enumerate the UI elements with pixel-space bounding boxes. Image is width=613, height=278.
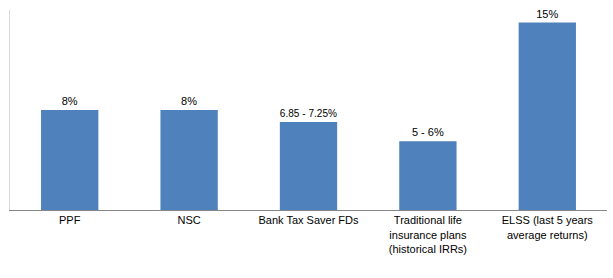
svg-text:Traditional lifeinsurance plan: Traditional lifeinsurance plans(historic… [389,214,467,255]
svg-text:Bank Tax Saver FDs: Bank Tax Saver FDs [258,214,359,226]
svg-text:5 - 6%: 5 - 6% [412,126,444,138]
svg-text:6.85 - 7.25%: 6.85 - 7.25% [280,108,337,119]
svg-text:15%: 15% [536,8,558,20]
svg-text:8%: 8% [181,95,197,107]
svg-text:PPF: PPF [59,214,81,226]
svg-text:8%: 8% [62,95,78,107]
svg-text:NSC: NSC [177,214,200,226]
svg-text:ELSS (last 5 yearsaverage retu: ELSS (last 5 yearsaverage returns) [502,214,594,240]
